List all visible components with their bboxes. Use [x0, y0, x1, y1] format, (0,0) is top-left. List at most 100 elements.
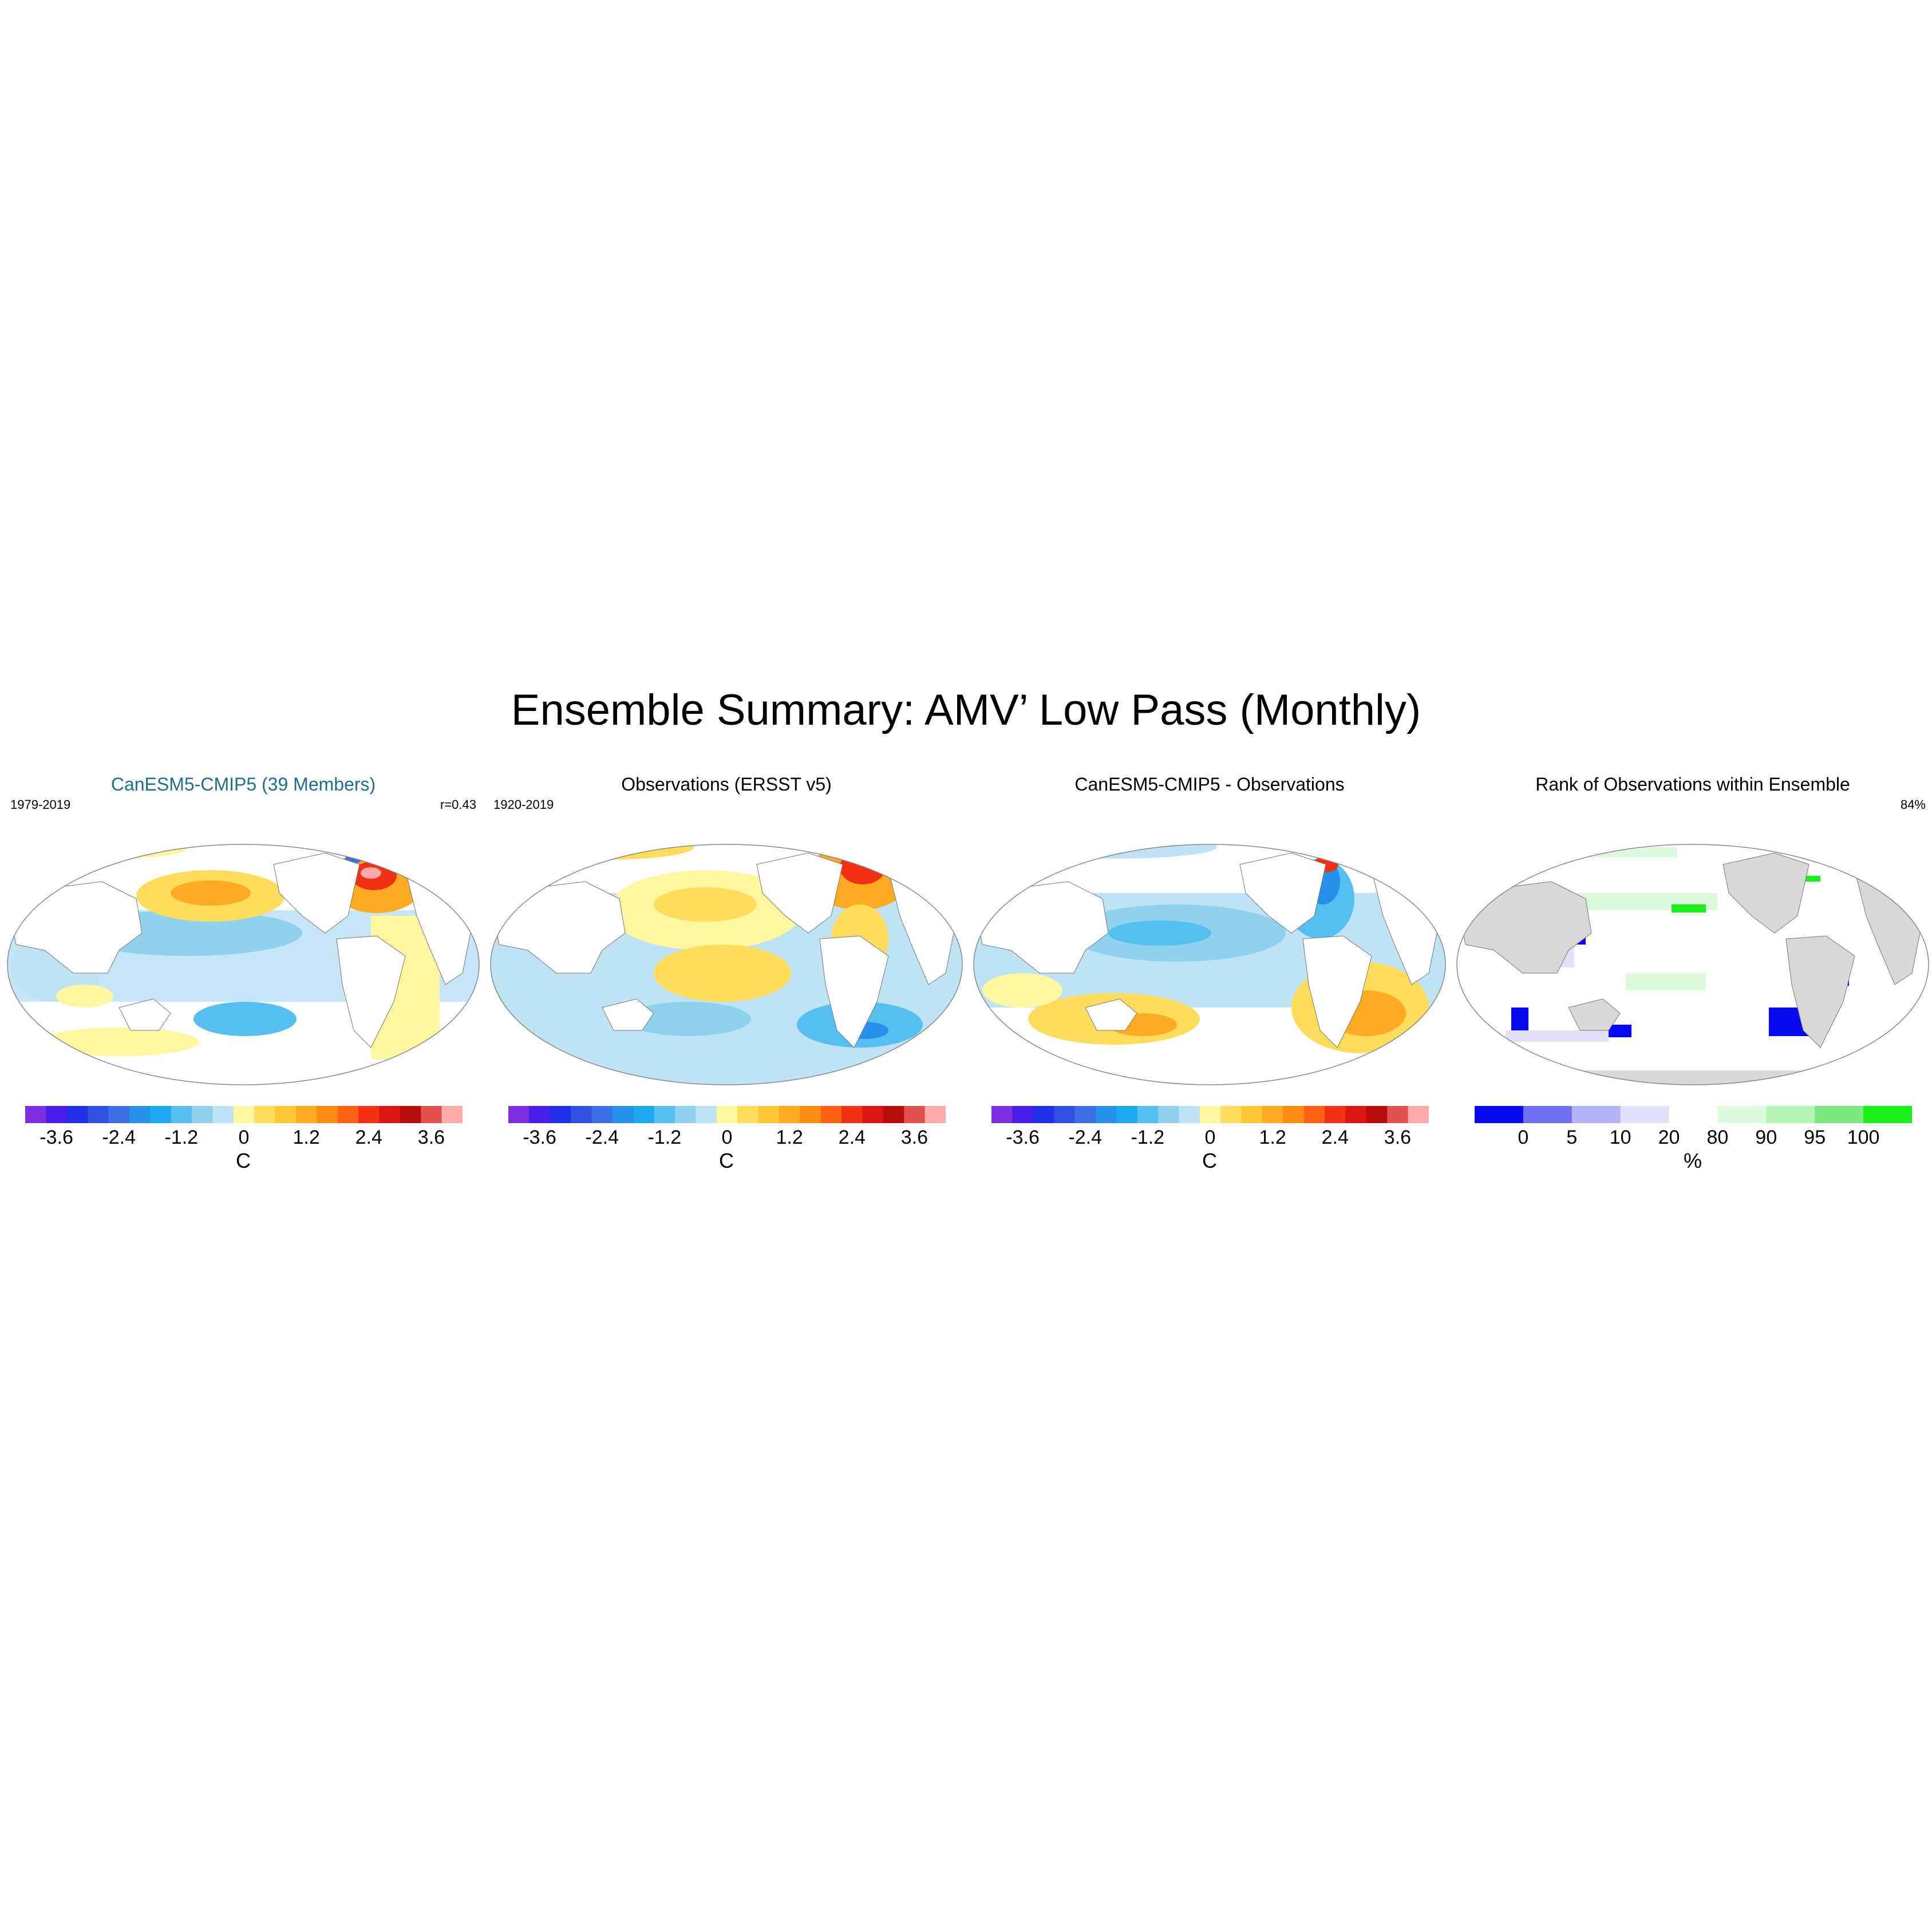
colorbar-swatch	[800, 1106, 821, 1123]
colorbar: -3.6 -2.4 -1.2 0 1.2 2.4 3.6	[25, 1106, 463, 1148]
panel-rank: Rank of Observations within Ensemble 84%	[1454, 767, 1931, 1179]
colorbar-swatch	[758, 1106, 780, 1123]
colorbar-swatch	[1033, 1106, 1054, 1123]
panel-observations: Observations (ERSST v5) 1920-2019 -3.6 -2…	[488, 767, 965, 1179]
colorbar-swatch	[1571, 1106, 1621, 1123]
colorbar: 0 5 10 20 80 90 95 100	[1475, 1106, 1912, 1148]
panel-title: CanESM5-CMIP5 - Observations	[1074, 774, 1345, 795]
percent-label: 84%	[1900, 797, 1926, 812]
colorbar-units: %	[1683, 1149, 1702, 1172]
colorbar-tick-label: -2.4	[102, 1127, 136, 1148]
colorbar-swatch	[571, 1106, 592, 1123]
colorbar-swatch	[1179, 1106, 1200, 1123]
correlation-label: r=0.43	[440, 797, 476, 812]
colorbar-units: C	[236, 1149, 251, 1172]
panel-title: Rank of Observations within Ensemble	[1535, 774, 1850, 795]
colorbar-swatch	[529, 1106, 551, 1123]
colorbar-tick-label: 0	[1205, 1127, 1216, 1148]
colorbar-swatch	[1345, 1106, 1367, 1123]
colorbar-swatch	[883, 1106, 904, 1123]
colorbar-swatch	[1054, 1106, 1076, 1123]
colorbar-swatch	[1620, 1106, 1670, 1123]
colorbar-swatch	[358, 1106, 380, 1123]
panel-model-minus-observations: CanESM5-CMIP5 - Observations -3.6-	[971, 767, 1448, 1179]
panel-model-ensemble: CanESM5-CMIP5 (39 Members) 1979-2019 r=0…	[5, 767, 482, 1179]
colorbar-tick-label: 90	[1755, 1127, 1777, 1148]
colorbar-swatch	[716, 1106, 738, 1123]
colorbar-swatch	[654, 1106, 675, 1123]
colorbar-swatch	[379, 1106, 401, 1123]
colorbar-tick-label: -1.2	[648, 1127, 682, 1148]
colorbar-swatch	[212, 1106, 234, 1123]
colorbar-tick-label: 80	[1707, 1127, 1729, 1148]
colorbar-swatch	[779, 1106, 800, 1123]
colorbar-swatch	[171, 1106, 192, 1123]
colorbar: -3.6 -2.4 -1.2 0 1.2 2.4 3.6	[508, 1106, 946, 1148]
colorbar-swatch	[1717, 1106, 1767, 1123]
colorbar-swatch	[400, 1106, 421, 1123]
colorbar-swatch	[737, 1106, 759, 1123]
colorbar-swatch	[862, 1106, 884, 1123]
colorbar-tick-label: 1.2	[293, 1127, 320, 1148]
colorbar-swatch	[633, 1106, 655, 1123]
colorbar-swatch	[254, 1106, 276, 1123]
colorbar-tick-label: 3.6	[1384, 1127, 1411, 1148]
colorbar-swatch	[66, 1106, 88, 1123]
colorbar-swatch	[1095, 1106, 1117, 1123]
colorbar-swatch	[150, 1106, 172, 1123]
colorbar-swatch	[550, 1106, 571, 1123]
colorbar-swatch	[1137, 1106, 1159, 1123]
colorbar-tick-label: -3.6	[523, 1127, 556, 1148]
colorbar-swatch	[129, 1106, 151, 1123]
colorbar-swatch	[924, 1106, 946, 1123]
colorbar-swatch	[295, 1106, 317, 1123]
colorbar-tick-label: 2.4	[355, 1127, 382, 1148]
colorbar-swatch	[108, 1106, 130, 1123]
colorbar-swatch	[904, 1106, 926, 1123]
colorbar-tick-label: 100	[1847, 1127, 1880, 1148]
colorbar-swatch	[1366, 1106, 1388, 1123]
panel-title: Observations (ERSST v5)	[621, 774, 832, 795]
colorbar-tick-label: -2.4	[585, 1127, 619, 1148]
colorbar-swatch	[1303, 1106, 1325, 1123]
colorbar-swatch	[441, 1106, 463, 1123]
colorbar-swatch	[1766, 1106, 1815, 1123]
colorbar-tick-label: -1.2	[165, 1127, 199, 1148]
colorbar-tick-label: 1.2	[1259, 1127, 1286, 1148]
colorbar-tick-label: 1.2	[776, 1127, 803, 1148]
colorbar-tick-label: 0	[239, 1127, 250, 1148]
figure-title: Ensemble Summary: AMV’ Low Pass (Monthly…	[511, 686, 1421, 734]
colorbar-swatch	[1669, 1106, 1718, 1123]
colorbar: -3.6 -2.4 -1.2 0 1.2 2.4 3.6	[991, 1106, 1429, 1148]
colorbar-swatch	[1116, 1106, 1138, 1123]
period-label: 1979-2019	[10, 797, 71, 812]
colorbar-swatch	[1475, 1106, 1524, 1123]
colorbar-swatch	[1523, 1106, 1573, 1123]
colorbar-swatch	[1158, 1106, 1179, 1123]
colorbar-tick-label: 2.4	[1322, 1127, 1349, 1148]
colorbar-swatch	[1863, 1106, 1912, 1123]
colorbar-tick-label: 0	[722, 1127, 733, 1148]
colorbar-swatch	[1012, 1106, 1034, 1123]
colorbar-swatch	[1387, 1106, 1409, 1123]
sst-map	[490, 844, 963, 1085]
colorbar-tick-label: 5	[1566, 1127, 1577, 1148]
colorbar-swatch	[820, 1106, 842, 1123]
colorbar-swatch	[1325, 1106, 1346, 1123]
colorbar-tick-label: -1.2	[1131, 1127, 1165, 1148]
colorbar-swatch	[841, 1106, 863, 1123]
colorbar-swatch	[317, 1106, 338, 1123]
colorbar-swatch	[192, 1106, 213, 1123]
colorbar-swatch	[1408, 1106, 1429, 1123]
colorbar-swatch	[1815, 1106, 1864, 1123]
colorbar-swatch	[25, 1106, 46, 1123]
colorbar-tick-label: 0	[1518, 1127, 1528, 1148]
sst-map	[7, 844, 480, 1085]
rank-map	[1456, 844, 1929, 1085]
colorbar-tick-label: 10	[1610, 1127, 1631, 1148]
colorbar-swatch	[421, 1106, 442, 1123]
colorbar-tick-label: 3.6	[418, 1127, 445, 1148]
colorbar-tick-label: -3.6	[39, 1127, 73, 1148]
colorbar-tick-label: 95	[1804, 1127, 1826, 1148]
